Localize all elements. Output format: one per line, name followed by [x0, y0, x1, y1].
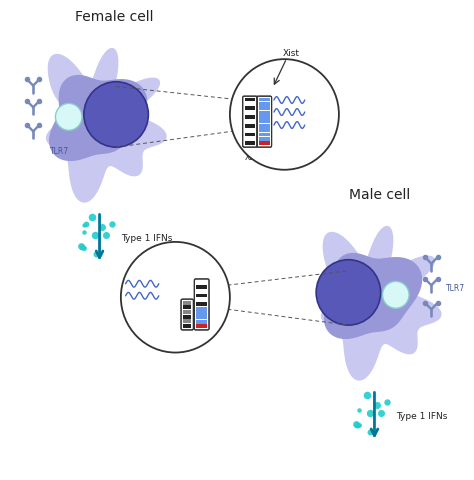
Bar: [259, 138, 270, 142]
Bar: [259, 142, 270, 146]
Polygon shape: [325, 254, 421, 338]
Text: Female cell: Female cell: [74, 10, 153, 24]
Bar: [245, 129, 255, 133]
Bar: [259, 103, 270, 107]
Bar: [196, 294, 207, 298]
Bar: [183, 324, 191, 328]
Bar: [183, 310, 191, 314]
Bar: [196, 307, 207, 311]
Bar: [259, 116, 270, 120]
Text: TLR7 mRNA: TLR7 mRNA: [274, 135, 315, 141]
Bar: [196, 324, 207, 328]
Bar: [245, 98, 255, 102]
Bar: [183, 301, 191, 305]
Bar: [259, 133, 270, 137]
FancyBboxPatch shape: [243, 97, 257, 148]
Bar: [245, 133, 255, 137]
Bar: [259, 107, 270, 111]
Text: Male cell: Male cell: [348, 188, 410, 202]
Bar: [245, 103, 255, 107]
Bar: [259, 129, 270, 133]
Polygon shape: [46, 49, 167, 203]
Text: TLR7: TLR7: [446, 284, 465, 292]
Bar: [259, 120, 270, 124]
FancyBboxPatch shape: [257, 97, 272, 148]
Bar: [183, 306, 191, 310]
Bar: [245, 111, 255, 115]
Bar: [196, 298, 207, 302]
Bar: [245, 142, 255, 146]
Bar: [196, 281, 207, 285]
Bar: [259, 111, 270, 115]
Bar: [245, 107, 255, 111]
Bar: [196, 285, 207, 289]
Bar: [259, 125, 270, 129]
Circle shape: [55, 104, 82, 131]
Bar: [259, 98, 270, 102]
Text: TLR7 mRNA: TLR7 mRNA: [126, 308, 167, 314]
Bar: [183, 320, 191, 324]
Bar: [245, 138, 255, 142]
Text: Xist: Xist: [283, 48, 300, 58]
Polygon shape: [50, 76, 146, 161]
Bar: [196, 316, 207, 320]
Bar: [196, 289, 207, 293]
Bar: [196, 312, 207, 315]
Text: Type 1 IFNs: Type 1 IFNs: [121, 233, 172, 242]
Text: Xi: Xi: [261, 153, 268, 162]
Ellipse shape: [84, 83, 148, 148]
Polygon shape: [321, 227, 442, 381]
FancyBboxPatch shape: [194, 279, 209, 330]
Circle shape: [230, 60, 339, 170]
Bar: [183, 315, 191, 319]
Text: TLR7: TLR7: [50, 147, 69, 156]
Text: Type 1 IFNs: Type 1 IFNs: [396, 411, 447, 420]
Text: Y: Y: [185, 335, 190, 344]
Ellipse shape: [316, 260, 381, 325]
Text: Xa: Xa: [245, 153, 255, 162]
Bar: [245, 116, 255, 120]
Bar: [196, 320, 207, 324]
Bar: [245, 120, 255, 124]
Bar: [245, 125, 255, 129]
Text: X: X: [199, 335, 204, 344]
Bar: [196, 302, 207, 307]
Circle shape: [121, 242, 230, 353]
FancyBboxPatch shape: [181, 300, 193, 330]
Circle shape: [383, 282, 409, 309]
